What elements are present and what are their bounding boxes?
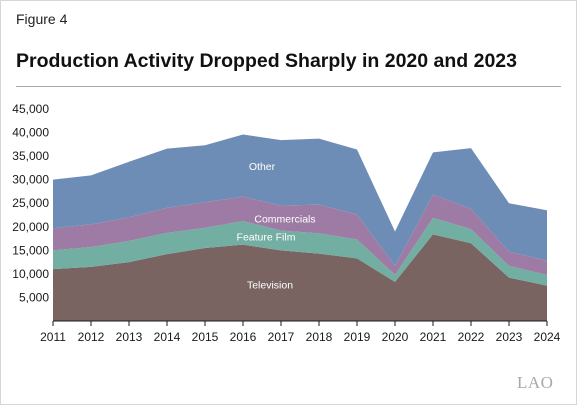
- x-tick-label: 2020: [382, 330, 409, 344]
- y-tick-label: 45,000: [12, 102, 49, 116]
- lao-logo: LAO: [517, 373, 554, 392]
- y-tick-label: 15,000: [12, 243, 49, 257]
- area-labels-group: Television Feature Film Commercials Other: [237, 161, 316, 291]
- area-label-commercials: Commercials: [254, 214, 315, 226]
- y-tick-label: 40,000: [12, 126, 49, 140]
- x-tick-label: 2012: [78, 330, 105, 344]
- area-television: [53, 234, 547, 321]
- area-label-feature-film: Feature Film: [237, 232, 296, 244]
- x-tick-label: 2023: [496, 330, 523, 344]
- chart-title: Production Activity Dropped Sharply in 2…: [16, 50, 517, 72]
- y-tick-label: 20,000: [12, 220, 49, 234]
- y-tick-label: 10,000: [12, 267, 49, 281]
- x-tick-label: 2013: [116, 330, 143, 344]
- x-tick-label: 2018: [306, 330, 333, 344]
- x-tick-label: 2015: [192, 330, 219, 344]
- x-tick-label: 2024: [534, 330, 561, 344]
- area-label-other: Other: [249, 161, 276, 173]
- area-commercials: [53, 194, 547, 275]
- y-tick-label: 30,000: [12, 173, 49, 187]
- x-tick-label: 2016: [230, 330, 257, 344]
- y-tick-label: 35,000: [12, 149, 49, 163]
- figure-label: Figure 4: [16, 11, 68, 27]
- x-tick-label: 2021: [420, 330, 447, 344]
- area-feature-film: [53, 217, 547, 286]
- x-tick-label: 2022: [458, 330, 485, 344]
- area-other: [53, 134, 547, 266]
- axes-group: 2011 2012 2013 2014 2015 2016 2017 2018 2019 2020…: [12, 102, 560, 344]
- title-divider: [16, 86, 561, 87]
- areas-group: [53, 134, 547, 321]
- y-tick-label: 25,000: [12, 196, 49, 210]
- x-tick-label: 2017: [268, 330, 295, 344]
- x-tick-label: 2019: [344, 330, 371, 344]
- area-label-television: Television: [247, 279, 293, 291]
- x-tick-label: 2011: [40, 330, 66, 344]
- y-tick-label: 5,000: [19, 290, 49, 304]
- x-tick-label: 2014: [154, 330, 181, 344]
